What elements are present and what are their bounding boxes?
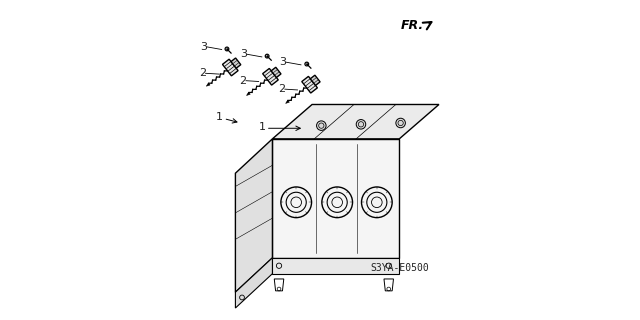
Polygon shape [206,83,210,86]
Text: 2: 2 [199,68,206,78]
Polygon shape [310,75,320,85]
Polygon shape [236,258,273,308]
Circle shape [396,118,405,128]
Polygon shape [246,92,250,95]
Polygon shape [262,68,278,85]
Text: 2: 2 [278,84,285,94]
Polygon shape [285,100,289,103]
Text: 3: 3 [241,49,248,59]
Circle shape [356,120,365,129]
Polygon shape [273,105,439,139]
Polygon shape [223,59,238,76]
Text: 1: 1 [259,122,266,132]
Polygon shape [231,58,241,68]
Polygon shape [273,258,399,274]
Polygon shape [273,139,399,258]
Text: S3YA-E0500: S3YA-E0500 [370,263,429,273]
Polygon shape [236,139,273,292]
Circle shape [317,121,326,130]
Text: 2: 2 [239,76,246,86]
Text: 3: 3 [200,42,207,52]
Text: FR.: FR. [401,19,424,32]
Text: 3: 3 [280,57,287,67]
Polygon shape [271,67,281,77]
Polygon shape [302,76,317,93]
Text: 1: 1 [216,112,223,122]
